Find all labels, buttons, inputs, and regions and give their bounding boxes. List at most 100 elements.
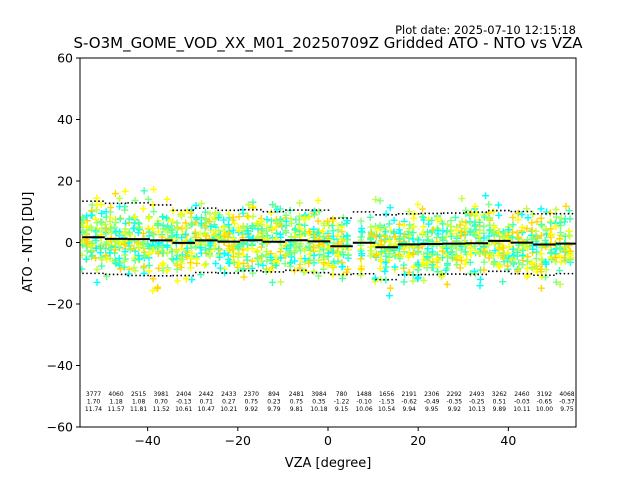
data-point [131,196,139,204]
data-point [434,216,442,224]
data-point [552,253,560,261]
data-point [557,258,565,266]
data-point [131,213,139,221]
data-point [282,227,290,235]
data-point [287,253,295,261]
data-point [528,219,536,227]
data-point [192,218,200,226]
data-point [457,257,465,265]
data-point [466,258,474,266]
bin-count-label: 2404 [176,391,191,398]
data-point [268,225,276,233]
data-point [188,249,196,257]
data-point [314,196,322,204]
data-point [315,256,323,264]
data-point [281,252,289,260]
data-point [480,222,488,230]
data-point [461,260,469,268]
data-point [405,208,413,216]
bin-count-label: 2292 [447,391,462,398]
x-tick-label: 0 [324,433,332,448]
data-point [182,230,190,238]
data-point [103,272,111,280]
data-point [262,227,270,235]
data-point [461,230,469,238]
bin-mean-label: -0.03 [514,399,530,406]
data-point [533,234,541,242]
y-tick-label: 0 [65,235,73,250]
data-point [215,214,223,222]
data-point [163,267,171,275]
data-point [418,229,426,237]
data-point [131,267,139,275]
data-point [485,254,493,262]
data-point [310,225,318,233]
data-point [557,229,565,237]
data-point [372,233,380,241]
data-point [187,221,195,229]
data-point [385,220,393,228]
data-point [381,228,389,236]
data-point [480,266,488,274]
data-point [329,215,337,223]
data-point [357,265,365,273]
bin-mean-label: -0.25 [469,399,485,406]
data-point [182,224,190,232]
data-point [486,249,494,257]
bin-count-label: 4060 [108,391,123,398]
bin-count-label: 2515 [131,391,146,398]
data-point [366,213,374,221]
data-point [561,218,569,226]
bin-std-label: 10.11 [513,406,530,413]
data-point [87,212,95,220]
data-point [150,208,158,216]
data-point [315,227,323,235]
data-point [120,263,128,271]
data-point [334,232,342,240]
data-point [424,254,432,262]
data-point [499,278,507,286]
data-point [552,205,560,213]
x-tick-label: −20 [225,433,251,448]
data-point [93,278,101,286]
data-point [149,287,157,295]
data-point [319,265,327,273]
bin-std-label: 9.94 [402,406,416,413]
data-point [371,274,379,282]
data-point [404,231,412,239]
bin-std-label: 9.15 [335,406,349,413]
data-point [186,259,194,267]
data-point [163,214,171,222]
data-point [523,225,531,233]
data-point [547,225,555,233]
data-point [178,240,186,248]
data-point [523,243,531,251]
data-point [240,273,248,281]
data-point [386,204,394,212]
data-point [235,260,243,268]
data-point [235,227,243,235]
data-point [150,185,158,193]
data-point [116,228,124,236]
data-point [523,257,531,265]
data-point [276,230,284,238]
data-point [174,277,182,285]
data-point [396,255,404,263]
bin-std-label: 9.89 [493,406,507,413]
data-point [566,232,574,240]
data-point [239,251,247,259]
data-point [338,263,346,271]
data-point [300,216,308,224]
data-point [111,249,119,257]
data-point [456,253,464,261]
data-point [130,214,138,222]
data-point [443,280,451,288]
data-point [386,292,394,300]
data-point [305,213,313,221]
data-point [476,275,484,283]
x-tick-label: 20 [410,433,426,448]
data-point [234,253,242,261]
data-point [201,208,209,216]
data-point [376,197,384,205]
data-point [433,255,441,263]
